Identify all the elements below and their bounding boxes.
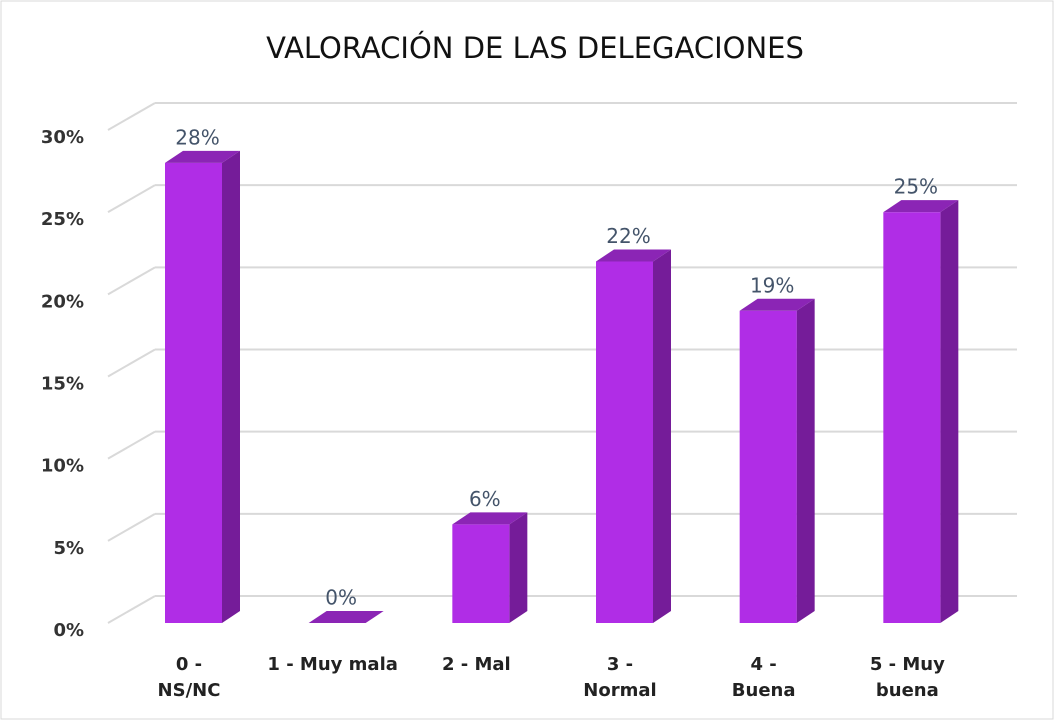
x-tick-label: 0 - NS/NC [119, 652, 259, 704]
x-tick-label: 5 - Muy buena [837, 652, 977, 704]
bar [452, 524, 510, 623]
x-tick-label: 1 - Muy mala [263, 652, 403, 678]
data-label: 22% [606, 224, 650, 248]
bar [739, 310, 797, 623]
x-tick-text: 3 - Normal [583, 654, 657, 701]
bar-side [796, 298, 815, 623]
bar-side [940, 200, 959, 623]
x-tick-text: 2 - Mal [441, 654, 511, 675]
data-label: 25% [894, 175, 938, 199]
grid-line-depth [107, 184, 156, 214]
y-tick-label: 15% [41, 374, 84, 395]
x-tick-text: 4 - Buena [731, 654, 796, 701]
bar-side [509, 512, 528, 623]
x-tick-text: 0 - NS/NC [157, 654, 221, 701]
x-tick-text: 5 - Muy buena [869, 654, 945, 701]
bar-top [165, 150, 240, 163]
y-tick-label: 25% [41, 209, 84, 230]
grid-line-depth [107, 595, 156, 624]
grid-line-depth [107, 512, 156, 542]
x-tick-label: 4 - Buena [694, 652, 834, 704]
y-tick-label: 30% [41, 127, 84, 148]
x-tick-label: 2 - Mal [406, 652, 546, 678]
bar [596, 261, 653, 623]
data-label: 19% [750, 273, 794, 297]
data-label: 28% [175, 125, 219, 149]
data-label: 6% [469, 487, 501, 511]
y-tick-label: 0% [53, 620, 84, 641]
bar-top [596, 249, 671, 262]
grid-line-depth [107, 266, 156, 296]
grid-line-depth [107, 102, 156, 131]
grid-line-depth [107, 348, 156, 378]
y-tick-label: 5% [53, 538, 84, 559]
x-tick-label: 3 - Normal [550, 652, 690, 704]
chart-title: VALORACIÓN DE LAS DELEGACIONES [266, 31, 804, 65]
x-tick-text: 1 - Muy mala [267, 654, 398, 675]
bar-top [739, 298, 815, 311]
data-label: 0% [325, 586, 357, 610]
y-tick-label: 10% [41, 456, 84, 477]
bar-top [883, 200, 959, 213]
grid-line-depth [107, 430, 156, 460]
bar [165, 162, 222, 623]
bar-side [653, 249, 671, 623]
bar-side [222, 150, 240, 623]
bar-top [452, 512, 528, 525]
bar-top [308, 611, 384, 623]
y-tick-label: 20% [41, 291, 84, 312]
bar [883, 212, 941, 623]
